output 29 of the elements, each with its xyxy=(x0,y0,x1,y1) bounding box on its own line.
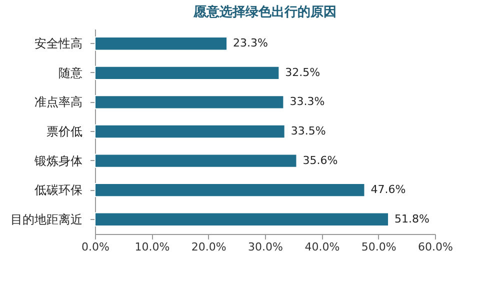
data-label: 35.6% xyxy=(302,154,338,167)
y-tick-label: 安全性高 xyxy=(34,36,82,51)
data-label: 51.8% xyxy=(394,212,430,226)
x-tick-label: 50.0% xyxy=(361,240,396,254)
y-tick-label: 票价低 xyxy=(46,124,82,138)
y-tick-label: 锻炼身体 xyxy=(34,154,82,168)
x-tick-label: 20.0% xyxy=(191,240,226,254)
y-tick-label: 随意 xyxy=(58,66,82,80)
data-label: 23.3% xyxy=(233,36,268,50)
y-tick-label: 低碳环保 xyxy=(34,183,82,198)
bar xyxy=(94,182,366,198)
x-tick-label: 30.0% xyxy=(248,240,283,254)
bar xyxy=(94,95,284,110)
x-tick-label: 10.0% xyxy=(134,240,170,254)
bar xyxy=(94,124,286,139)
y-tick-label: 准点率高 xyxy=(34,95,82,110)
data-label: 47.6% xyxy=(370,183,406,196)
chart-title: 愿意选择绿色出行的原因 xyxy=(192,4,336,20)
x-tick-label: 40.0% xyxy=(304,240,340,254)
data-label: 33.3% xyxy=(290,95,325,108)
bar xyxy=(94,154,298,168)
data-label: 33.5% xyxy=(290,124,326,138)
y-tick-label: 目的地距离近 xyxy=(10,212,82,226)
x-tick-label: 0.0% xyxy=(82,240,110,254)
bar xyxy=(94,36,228,51)
bar xyxy=(94,212,390,226)
data-label: 32.5% xyxy=(285,66,320,79)
bar xyxy=(94,66,280,80)
x-tick-label: 60.0% xyxy=(418,240,453,254)
